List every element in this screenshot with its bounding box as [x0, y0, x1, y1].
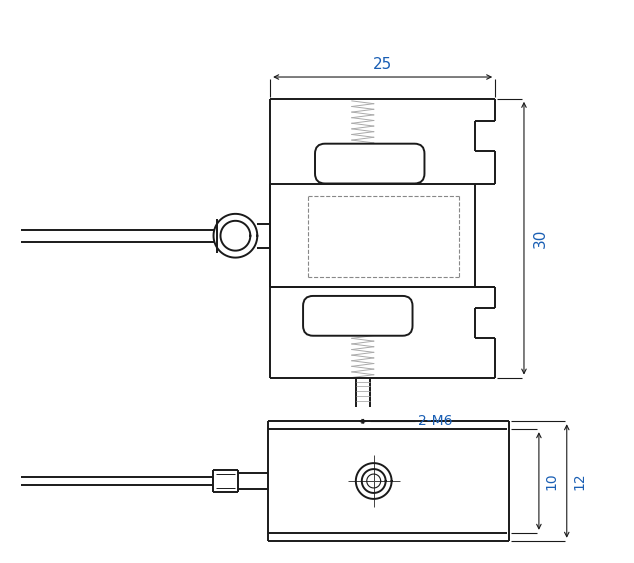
- FancyBboxPatch shape: [303, 296, 413, 336]
- FancyBboxPatch shape: [315, 144, 425, 184]
- Text: 10: 10: [545, 472, 559, 490]
- Text: 25: 25: [373, 56, 392, 72]
- Text: 2-M6: 2-M6: [418, 414, 452, 428]
- Text: 12: 12: [573, 472, 586, 490]
- Text: 30: 30: [533, 229, 547, 248]
